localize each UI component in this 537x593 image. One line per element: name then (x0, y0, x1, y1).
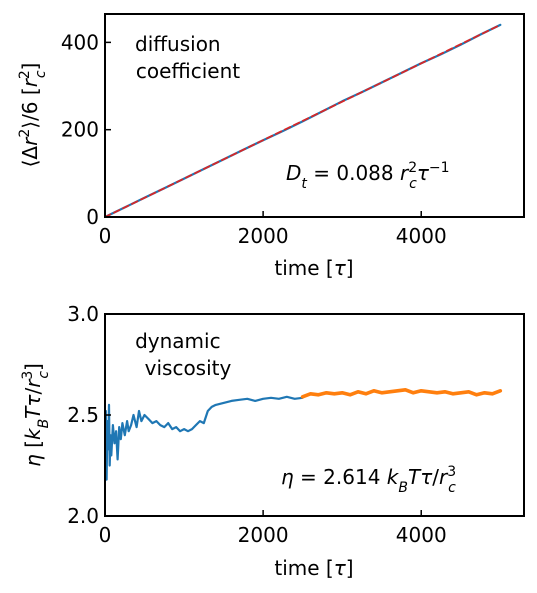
series-line-1-1 (300, 388, 503, 399)
x-tick-label-0-1: 2000 (238, 224, 289, 248)
x-tick-label-1-1: 2000 (238, 523, 289, 547)
y-tick-label-0-2: 400 (61, 30, 99, 54)
msd-plot-frame (104, 13, 525, 218)
y-tick-label-1-2: 3.0 (67, 302, 99, 326)
msd-result-label: Dt = 0.088 r2 cτ−1 (286, 160, 450, 192)
x-tick-label-0-0: 0 (99, 224, 112, 248)
series-line-1-0 (105, 395, 304, 481)
y-tick-label-0-1: 200 (61, 118, 99, 142)
viscosity-xlabel: time [τ] (274, 556, 353, 580)
msd-annotation: diffusion coefficient (135, 32, 240, 83)
viscosity-panel: 0 2000 4000 2.0 2.5 3.0 time [τ] η [kBTτ/r3c]… (20, 302, 525, 580)
x-tick-label-1-0: 0 (99, 523, 112, 547)
viscosity-ylabel: η [kBTτ/r3c] (20, 363, 52, 467)
x-tick-label-0-2: 4000 (396, 224, 447, 248)
msd-xlabel: time [τ] (274, 256, 353, 280)
viscosity-annotation: dynamic viscosity (135, 329, 231, 380)
x-tick-label-1-2: 4000 (396, 523, 447, 547)
y-tick-label-1-1: 2.5 (67, 403, 99, 427)
viscosity-result-label: η = 2.614 kBTτ/r3 c (281, 464, 456, 496)
series-line-0-1 (105, 24, 502, 217)
msd-ylabel: ⟨Δr2⟩/6 [r2c] (17, 63, 49, 168)
y-tick-label-1-0: 2.0 (67, 504, 99, 528)
y-tick-label-0-0: 0 (86, 205, 99, 229)
